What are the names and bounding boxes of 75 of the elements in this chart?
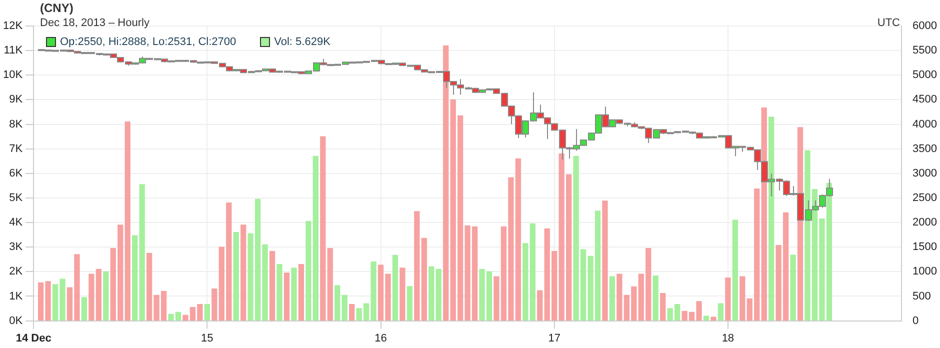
bar (602, 200, 608, 321)
bar (761, 107, 767, 321)
bar (291, 268, 297, 321)
y-tick-label: 3K (9, 241, 24, 254)
bar (124, 121, 130, 321)
bar (522, 243, 528, 321)
bar (537, 290, 543, 321)
bar (342, 294, 348, 321)
y2-tick-label: 3500 (912, 142, 938, 155)
y2-tick-label: 2000 (912, 216, 938, 229)
y2-tick-label: 4500 (912, 94, 938, 106)
bar (530, 223, 536, 321)
y-tick-label: 8K (9, 118, 24, 130)
y2-tick-label: 5500 (912, 44, 938, 57)
y-tick-label: 2K (9, 266, 24, 278)
bar (660, 292, 666, 321)
bar (718, 303, 724, 321)
y2-tick-label: 2500 (912, 192, 938, 204)
x-tick-label: 14 Dec (16, 332, 52, 344)
bar (725, 277, 731, 321)
bar (348, 304, 355, 321)
x-tick-label: 17 (548, 332, 560, 344)
bar (276, 264, 282, 321)
bar (392, 254, 398, 321)
bar (212, 288, 218, 321)
bar (732, 220, 738, 321)
bar (284, 272, 290, 321)
y2-tick-label: 1000 (912, 266, 938, 278)
bar (103, 271, 109, 321)
bar (320, 136, 326, 321)
y-tick-label: 7K (9, 142, 24, 155)
y2-tick-label: 6000 (912, 20, 938, 32)
y-tick-label: 6K (9, 167, 24, 180)
y2-tick-label: 5000 (912, 69, 938, 82)
bar (327, 248, 333, 321)
x-tick-label: 18 (722, 332, 734, 344)
legend-label: Vol: 5.629K (274, 36, 330, 48)
bar (298, 264, 304, 321)
y-tick-label: 5K (9, 192, 24, 204)
bar (436, 268, 442, 321)
y-tick-label: 12K (2, 20, 24, 32)
legend-label: Op:2550, Hi:2888, Lo:2531, Cl:2700 (60, 36, 236, 48)
bar (710, 316, 716, 321)
annotation: UTC (877, 17, 900, 29)
bar (768, 116, 774, 321)
y2-tick-label: 500 (912, 290, 931, 302)
y-tick-label: 10K (2, 69, 24, 82)
bar (790, 254, 796, 321)
y2-tick-label: 3000 (912, 167, 938, 180)
chart-subtitle: Dec 18, 2013 – Hourly (40, 17, 150, 29)
bar (240, 224, 246, 321)
bar (652, 276, 658, 321)
y-tick-label: 1K (9, 290, 24, 302)
bar (81, 297, 88, 321)
y2-tick-label: 1500 (912, 241, 938, 254)
chart-title: (CNY) (40, 1, 74, 15)
bar (609, 276, 616, 321)
bar (406, 286, 413, 321)
x-tick-label: 15 (201, 332, 214, 344)
y-tick-label: 4K (9, 216, 24, 229)
y-tick-label: 9K (9, 94, 24, 106)
bar (740, 276, 746, 321)
bar (428, 266, 434, 321)
x-tick-label: 16 (374, 332, 387, 344)
bar (233, 232, 239, 321)
y-tick-label: 11K (4, 44, 24, 57)
bar (204, 304, 210, 321)
bar (334, 285, 340, 321)
bar (269, 250, 276, 321)
bar (703, 316, 710, 321)
bar (400, 268, 406, 321)
bar (443, 45, 449, 321)
y2-tick-label: 0 (912, 314, 919, 327)
y2-tick-label: 4000 (912, 118, 938, 130)
y-tick-label: 0K (9, 314, 24, 327)
